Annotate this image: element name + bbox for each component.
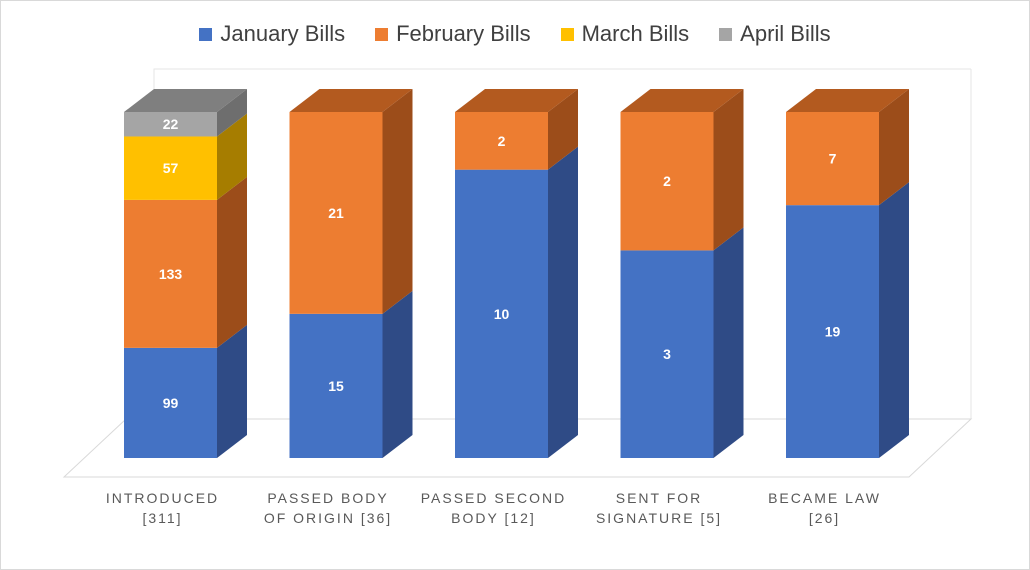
bar-segment-side <box>217 324 247 458</box>
legend-item: January Bills <box>199 21 345 47</box>
bar-segment <box>289 313 383 458</box>
data-label: 3 <box>663 346 671 362</box>
data-label: 19 <box>825 324 841 340</box>
bar-segment <box>124 112 217 137</box>
bar-segment-side <box>713 89 744 251</box>
chart-legend: January Bills February Bills March Bills Ap… <box>1 21 1029 47</box>
bar-segment-top <box>124 89 247 112</box>
category-label: SIGNATURE [5] <box>596 510 722 526</box>
data-label: 133 <box>159 266 183 282</box>
legend-item: February Bills <box>375 21 531 47</box>
bar-segment-side <box>382 89 413 314</box>
bar-segment-side <box>548 146 578 458</box>
data-label: 10 <box>494 306 510 322</box>
category-label: [26] <box>809 510 840 526</box>
category-label: BECAME LAW <box>768 490 881 506</box>
bar-segment-top <box>289 89 413 112</box>
legend-swatch <box>199 27 213 41</box>
data-label: 57 <box>163 160 179 176</box>
bar-segment-side <box>217 89 247 137</box>
bar-segment-side <box>548 89 578 170</box>
bar-segment <box>786 112 879 206</box>
legend-label: January Bills <box>220 21 346 46</box>
legend-label: April Bills <box>740 21 831 46</box>
bar-segment-side <box>382 290 413 458</box>
bar-segment <box>124 347 217 458</box>
data-label: 2 <box>663 173 671 189</box>
bar-segment-side <box>217 176 247 348</box>
legend-label: February Bills <box>396 21 531 46</box>
data-label: 15 <box>328 378 344 394</box>
legend-swatch <box>560 27 574 41</box>
category-label: PASSED BODY <box>267 490 388 506</box>
bar-segment <box>620 250 714 458</box>
bar-segment-top <box>620 89 744 112</box>
data-label: 22 <box>163 116 179 132</box>
legend-swatch <box>375 27 389 41</box>
bar-segment <box>455 112 548 170</box>
data-label: 99 <box>163 395 179 411</box>
legend-label: March Bills <box>581 21 690 46</box>
bar-segment <box>124 136 217 200</box>
category-label: BODY [12] <box>451 510 536 526</box>
category-label: PASSED SECOND <box>421 490 567 506</box>
category-label: SENT FOR <box>616 490 703 506</box>
bar-segment-top <box>786 89 909 112</box>
legend-item: March Bills <box>560 21 690 47</box>
bar-segment-top <box>455 89 578 112</box>
floor <box>62 418 973 478</box>
bar-segment-side <box>217 113 247 200</box>
bar-segment <box>124 199 217 348</box>
category-label: OF ORIGIN [36] <box>264 510 392 526</box>
bar-segment <box>455 169 548 458</box>
data-label: 7 <box>829 151 837 167</box>
bar-segment <box>289 112 383 314</box>
bar-segment-side <box>713 227 744 458</box>
category-label: [311] <box>142 510 182 526</box>
bar-segment-side <box>879 89 909 206</box>
data-label: 2 <box>498 133 506 149</box>
legend-swatch <box>719 27 733 41</box>
legend-item: April Bills <box>719 21 831 47</box>
bar-segment <box>620 112 714 251</box>
data-label: 21 <box>328 205 344 221</box>
bar-segment <box>786 205 879 458</box>
category-label: INTRODUCED <box>106 490 219 506</box>
bar-segment-side <box>879 182 909 458</box>
